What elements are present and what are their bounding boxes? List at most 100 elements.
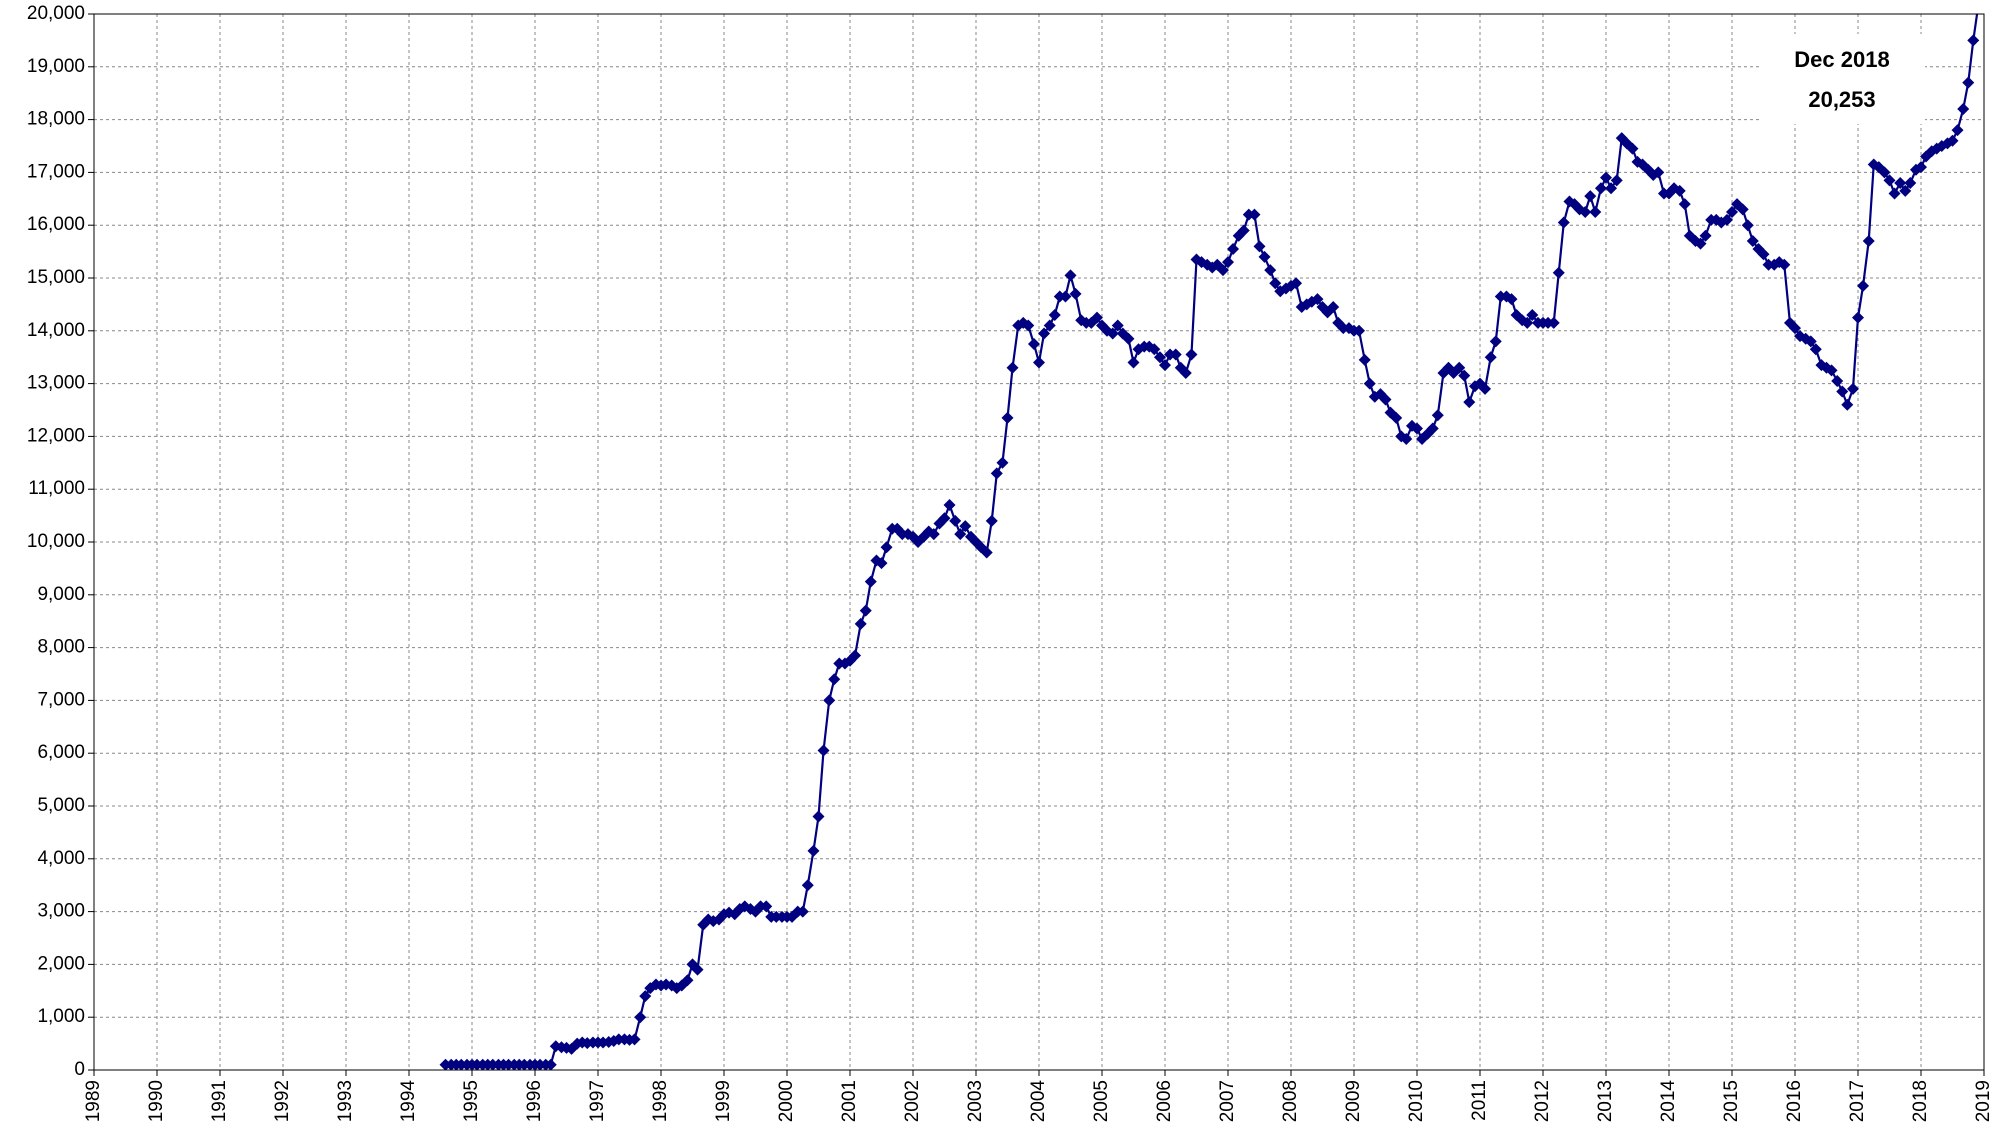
plot-area	[439, 0, 1985, 1070]
data-point	[943, 499, 956, 512]
data-point	[1610, 174, 1623, 187]
data-point	[817, 744, 830, 757]
x-tick-label: 2017	[1847, 1080, 1868, 1122]
data-point	[1248, 208, 1261, 221]
data-point	[1043, 319, 1056, 332]
data-point	[1726, 206, 1738, 218]
data-point	[1899, 184, 1912, 197]
y-tick-label: 10,000	[27, 531, 85, 552]
data-point	[760, 900, 773, 913]
data-point	[544, 1058, 557, 1070]
data-point	[1179, 367, 1192, 380]
y-tick-label: 6,000	[37, 742, 85, 763]
data-point	[1122, 332, 1135, 345]
data-point	[1678, 198, 1691, 211]
x-tick-label: 2012	[1532, 1080, 1553, 1122]
y-tick-label: 4,000	[37, 848, 85, 869]
y-tick-label: 16,000	[27, 214, 85, 235]
data-point	[1973, 0, 1985, 7]
data-point	[1825, 364, 1838, 377]
data-point	[1048, 308, 1061, 321]
x-tick-label: 2013	[1595, 1080, 1616, 1122]
data-point	[1169, 348, 1182, 361]
data-point	[1741, 219, 1754, 232]
axes: 0 1,000 2,000 3,000 4,000 5,000 6,000 7,000 8,00…	[27, 3, 1994, 1122]
grid	[93, 13, 1985, 1071]
data-point	[628, 1033, 641, 1046]
data-point	[1111, 319, 1124, 332]
data-point	[1957, 103, 1970, 116]
x-tick-label: 2004	[1028, 1080, 1049, 1123]
data-point	[1720, 213, 1733, 226]
y-tick-label: 5,000	[37, 795, 85, 816]
y-tick-label: 13,000	[27, 373, 85, 394]
data-point	[959, 520, 972, 533]
data-point	[927, 528, 940, 541]
data-point	[1453, 361, 1466, 374]
y-tick-label: 19,000	[27, 56, 85, 77]
data-point	[1594, 182, 1607, 195]
data-point	[859, 604, 872, 617]
data-point	[1379, 393, 1392, 406]
data-point	[1804, 335, 1817, 348]
data-point	[1001, 411, 1014, 424]
data-point	[1552, 266, 1565, 279]
data-point	[1694, 237, 1707, 250]
data-point	[1584, 190, 1597, 203]
data-point	[1237, 224, 1250, 237]
data-point	[1185, 348, 1198, 361]
data-point	[854, 617, 867, 630]
x-tick-label: 1995	[461, 1080, 482, 1122]
data-point	[1479, 382, 1492, 395]
data-point	[938, 512, 951, 525]
data-point	[996, 456, 1009, 469]
data-point	[1411, 422, 1423, 435]
data-point	[1148, 343, 1161, 356]
data-point	[1605, 182, 1618, 195]
data-point	[1227, 242, 1240, 255]
data-point	[681, 974, 694, 987]
plot-frame	[93, 13, 1985, 1071]
x-tick-label: 2009	[1343, 1080, 1364, 1122]
data-point	[1699, 229, 1712, 242]
annotation: Dec 2018 20,253	[1760, 34, 1925, 124]
data-point	[1059, 290, 1072, 303]
data-point	[691, 963, 704, 976]
data-point	[849, 649, 862, 662]
data-point	[1878, 166, 1891, 179]
data-point	[1841, 398, 1854, 411]
data-point	[1106, 327, 1119, 340]
data-point	[1557, 216, 1570, 229]
data-point	[1327, 301, 1340, 314]
data-point	[1736, 203, 1749, 216]
data-point	[1967, 34, 1980, 47]
data-point	[1159, 359, 1171, 372]
data-point	[1431, 409, 1444, 422]
data-point	[1463, 396, 1476, 409]
y-tick-label: 1,000	[37, 1006, 85, 1027]
data-point	[1090, 311, 1103, 324]
y-tick-label: 3,000	[37, 901, 85, 922]
data-point	[1673, 184, 1686, 197]
data-point	[1064, 269, 1077, 282]
x-tick-label: 1994	[398, 1080, 419, 1123]
x-tick-label: 2002	[902, 1080, 923, 1122]
data-point	[1809, 343, 1822, 356]
data-point	[1652, 166, 1665, 179]
x-tick-label: 2007	[1217, 1080, 1238, 1122]
x-tick-label: 2010	[1406, 1080, 1427, 1122]
y-tick-label: 0	[74, 1059, 85, 1080]
data-point	[985, 514, 998, 527]
data-point	[980, 546, 993, 559]
x-tick-label: 2011	[1469, 1080, 1490, 1121]
data-point	[1022, 319, 1035, 332]
data-point	[1363, 377, 1376, 390]
data-point	[1264, 264, 1277, 277]
data-point	[880, 541, 893, 554]
data-point	[639, 990, 652, 1003]
x-tick-label: 2014	[1658, 1080, 1679, 1123]
data-point	[812, 810, 825, 823]
x-tick-label: 1992	[272, 1080, 293, 1122]
data-point	[1027, 338, 1040, 350]
x-tick-label: 2019	[1973, 1080, 1994, 1122]
